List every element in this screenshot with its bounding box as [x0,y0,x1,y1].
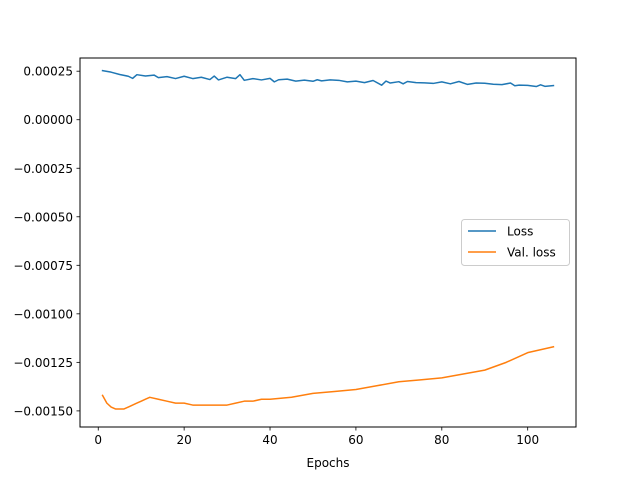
series-line-loss [101,69,555,88]
x-axis-label: Epochs [307,456,350,470]
x-tick-label: 100 [516,433,539,447]
legend-label-val-loss: Val. loss [507,246,556,260]
y-tick-label: −0.00125 [13,356,73,370]
legend-label-loss: Loss [507,225,533,239]
x-tick-label: 60 [348,433,363,447]
x-tick-label: 20 [176,433,191,447]
y-axis: 0.00025 0.00000 −0.00025 −0.00050 −0.00075 −0… [13,65,80,418]
x-tick-label: 40 [262,433,277,447]
series-layer [101,69,555,410]
y-tick-label: 0.00025 [23,65,73,79]
y-tick-label: −0.00075 [13,259,73,273]
y-tick-label: −0.00050 [13,210,73,224]
x-tick-label: 0 [94,433,102,447]
series-line-val-loss [101,345,555,410]
y-tick-label: −0.00100 [13,307,73,321]
plot-frame [79,57,577,428]
y-tick-label: −0.00150 [13,404,73,418]
y-tick-label: −0.00025 [13,162,73,176]
x-axis: 0 20 40 60 80 100 [94,427,539,447]
y-tick-label: 0.00000 [23,113,73,127]
legend: Loss Val. loss [461,219,570,266]
x-tick-label: 80 [434,433,449,447]
